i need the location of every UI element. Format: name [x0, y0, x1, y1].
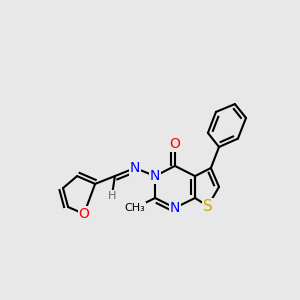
Text: O: O	[79, 207, 89, 221]
Text: N: N	[150, 169, 160, 183]
Text: H: H	[108, 191, 116, 201]
Text: N: N	[170, 201, 180, 215]
Text: N: N	[130, 161, 140, 175]
Text: O: O	[169, 137, 180, 151]
Text: CH₃: CH₃	[124, 203, 146, 213]
Text: S: S	[203, 199, 213, 214]
